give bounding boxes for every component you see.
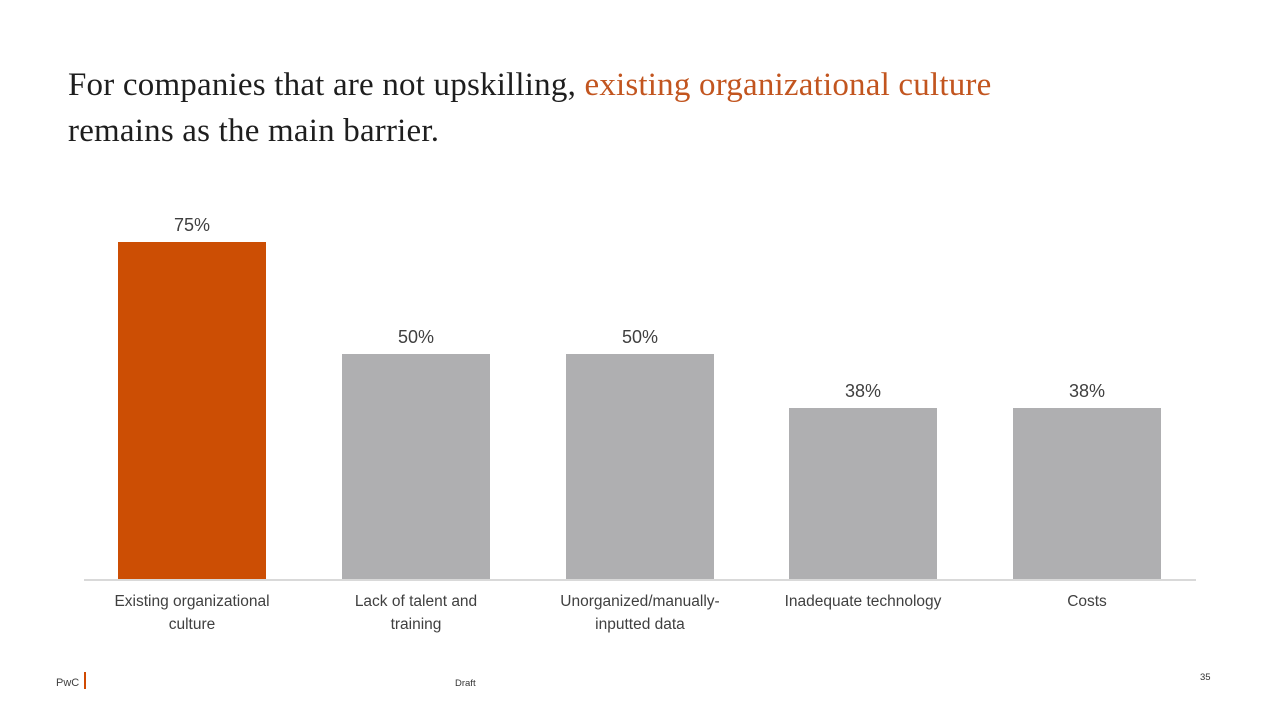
bar-value-label: 38% — [844, 381, 882, 401]
title-prefix: For companies that are not upskilling, — [68, 67, 585, 103]
bar-value-label: 75% — [173, 214, 211, 235]
bar-column: 38% — [1013, 381, 1161, 579]
bar — [789, 408, 937, 579]
bar-value-label: 38% — [1068, 381, 1106, 401]
category-label: Existing organizational culture — [114, 593, 270, 633]
bar — [118, 241, 266, 579]
title-highlight: existing organizational culture — [584, 67, 992, 103]
bar — [566, 354, 714, 579]
category-label: Unorganized/manually- inputted data — [560, 593, 720, 633]
slide-title: For companies that are not upskilling, e… — [68, 62, 1218, 154]
bar-column: 75% — [118, 214, 266, 579]
draft-label: Draft — [455, 678, 476, 689]
footer-divider — [84, 672, 86, 689]
bar-column: 38% — [789, 381, 937, 579]
bar — [342, 354, 490, 579]
bar-column: 50% — [566, 327, 714, 579]
bar-column: 50% — [342, 327, 490, 579]
bar-value-label: 50% — [621, 327, 659, 347]
x-axis-line — [84, 579, 1196, 581]
category-label: Lack of talent and training — [354, 593, 478, 633]
page-number: 35 — [1200, 672, 1211, 683]
brand-logo: PwC — [56, 677, 80, 689]
category-label: Costs — [1067, 593, 1107, 610]
category-label: Inadequate technology — [784, 593, 942, 610]
bar — [1013, 408, 1161, 579]
title-suffix: remains as the main barrier. — [68, 113, 440, 149]
bar-value-label: 50% — [397, 327, 435, 347]
